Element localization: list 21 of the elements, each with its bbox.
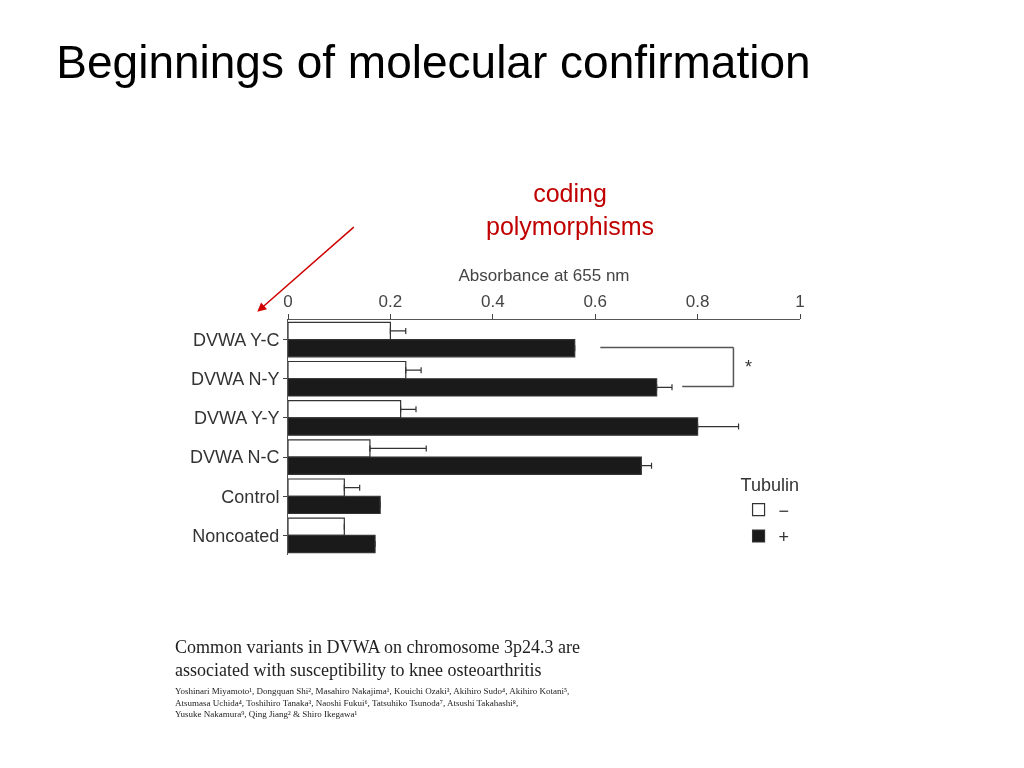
- x-tick-label: 0.4: [480, 292, 505, 312]
- x-tick-label: 0.2: [378, 292, 403, 312]
- x-tick-label: 0.8: [685, 292, 710, 312]
- x-axis-title: Absorbance at 655 nm: [458, 265, 630, 285]
- x-tick-label: 0: [283, 292, 293, 312]
- legend-label: −: [778, 500, 790, 521]
- y-tick-label: DVWA N-Y: [191, 369, 280, 390]
- text: Yoshinari Miyamoto¹, Dongquan Shi², Masahiro Nakajima¹, Kouichi Ozaki³, Akihiro Sudo⁴, Akihiro Kotani⁵, Atsumasa Uchida⁴, Toshihiro Tanaka³, Naoshi Fukui⁶, Tatsuhiko Tsunoda⁷, Atsushi Takahashi⁸, Yusuke Nakamura⁹, Qing Jiang² & Shiro Ikegawa¹: [175, 686, 570, 720]
- x-tick-label: 1: [795, 292, 805, 312]
- legend-label: +: [778, 527, 790, 548]
- y-tick-label: Control: [221, 486, 280, 507]
- y-tick-label: DVWA Y-C: [193, 329, 280, 350]
- legend-title: Tubulin: [740, 475, 799, 496]
- annotation: *: [745, 357, 753, 377]
- text: Common variants in DVWA on chromosome 3p24.3 are associated with susceptibility to knee osteoarthritis: [175, 637, 580, 681]
- chart-title: Beginnings of molecular confirmation: [56, 36, 811, 89]
- y-tick-label: DVWA N-C: [190, 447, 280, 468]
- y-tick-label: Noncoated: [192, 525, 280, 546]
- text: coding polymorphisms: [486, 179, 655, 240]
- x-tick-label: 0.6: [583, 292, 608, 312]
- y-tick-label: DVWA Y-Y: [194, 408, 280, 429]
